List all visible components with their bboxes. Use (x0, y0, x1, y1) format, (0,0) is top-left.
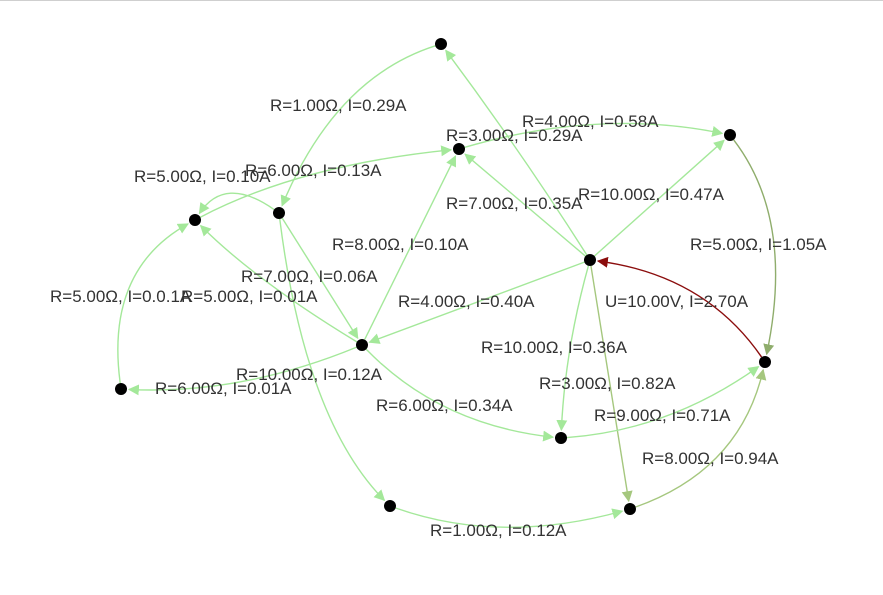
edge-label-n5-n3: R=5.00Ω, I=0.01A (181, 287, 318, 306)
edge-label-n7-n5: R=4.00Ω, I=0.40A (398, 292, 535, 311)
edge-label-n1-n4: R=1.00Ω, I=0.29A (270, 96, 407, 115)
edge-label-n7-n2: R=3.00Ω, I=0.29A (446, 126, 583, 145)
edge-label-n4-n11: R=10.00Ω, I=0.12A (236, 365, 383, 384)
edge-n8-n3 (117, 223, 189, 384)
edge-label-n6-n9: R=5.00Ω, I=1.05A (690, 235, 827, 254)
edge-label-n10-n9: R=9.00Ω, I=0.71A (594, 406, 731, 425)
edge-label-n7-n10: R=10.00Ω, I=0.36A (481, 338, 628, 357)
edges-layer (117, 45, 777, 528)
nodes-layer (115, 38, 771, 515)
node-n2 (453, 143, 465, 155)
edge-label-n7-n12: R=3.00Ω, I=0.82A (539, 374, 676, 393)
edge-label-n7-n1: R=7.00Ω, I=0.35A (446, 194, 583, 213)
edge-n4-n3 (198, 192, 275, 215)
edge-n6-n9 (733, 139, 777, 356)
node-n7 (584, 254, 596, 266)
edge-n1-n4 (280, 45, 436, 207)
edge-n2-n6 (464, 122, 724, 148)
node-n6 (724, 129, 736, 141)
edge-n3-n2 (199, 145, 453, 218)
edge-n7-n5 (368, 261, 585, 344)
edge-label-n9-n7: U=10.00V, I=2.70A (605, 292, 749, 311)
node-n12 (624, 503, 636, 515)
edge-n9-n7 (596, 256, 763, 358)
edge-n12-n9 (635, 368, 767, 508)
edge-n5-n2 (364, 155, 457, 340)
labels-layer: R=1.00Ω, I=0.29A R=7.00Ω, I=0.35A R=3.00Ω,… (50, 96, 827, 540)
node-n8 (115, 383, 127, 395)
edge-label-n3-n2: R=6.00Ω, I=0.13A (245, 161, 382, 180)
edge-label-n11-n12: R=1.00Ω, I=0.12A (430, 521, 567, 540)
node-n9 (759, 356, 771, 368)
node-n11 (384, 500, 396, 512)
edge-n11-n12 (395, 507, 624, 528)
edge-n7-n1 (445, 49, 588, 256)
edge-label-n7-n6: R=10.00Ω, I=0.47A (578, 185, 725, 204)
edge-n10-n9 (566, 366, 760, 439)
edge-label-n5-n2: R=8.00Ω, I=0.10A (332, 235, 469, 254)
edge-n7-n6 (594, 139, 725, 257)
edge-label-n8-n3: R=5.00Ω, I=0.0.1A (50, 287, 192, 306)
edge-n7-n12 (590, 265, 633, 503)
edge-label-n5-n10: R=6.00Ω, I=0.34A (376, 396, 513, 415)
edge-n5-n3 (199, 224, 358, 343)
edge-label-n12-n9: R=8.00Ω, I=0.94A (642, 449, 779, 468)
edge-n4-n5 (281, 217, 359, 340)
top-border (0, 0, 883, 1)
node-n10 (555, 432, 567, 444)
edge-n5-n8 (127, 346, 357, 396)
edge-label-n5-n8: R=6.00Ω, I=0.01A (155, 379, 292, 398)
node-n4 (273, 207, 285, 219)
edge-n7-n2 (464, 153, 586, 257)
node-n1 (435, 38, 447, 50)
edge-label-n4-n3: R=5.00Ω, I=0.10A (134, 167, 271, 186)
edge-label-n2-n6: R=4.00Ω, I=0.58A (522, 112, 659, 131)
node-n3 (189, 214, 201, 226)
edge-n4-n11 (279, 218, 386, 502)
edge-label-n4-n5: R=7.00Ω, I=0.06A (241, 267, 378, 286)
edge-n7-n10 (556, 265, 590, 432)
edge-n5-n10 (365, 348, 555, 442)
node-n5 (356, 339, 368, 351)
